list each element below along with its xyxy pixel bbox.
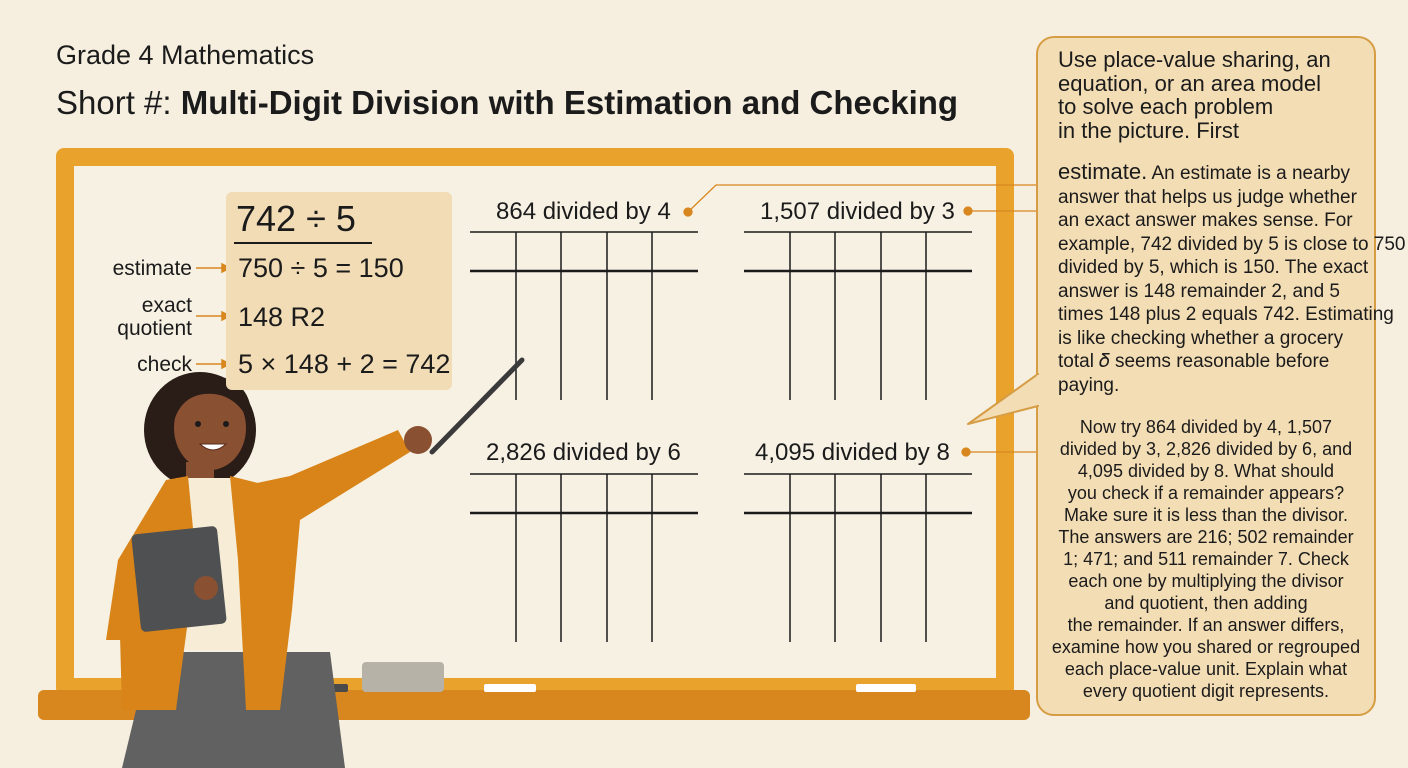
callout-line: examine how you shared or regrouped bbox=[1051, 637, 1361, 657]
callout-line: The answers are 216; 502 remainder bbox=[1058, 527, 1354, 547]
callout-line: 1; 471; and 511 remainder 7. Check bbox=[1063, 549, 1349, 569]
practice-problem-label: 1,507 divided by 3 bbox=[760, 198, 955, 225]
callout-line: Make sure it is less than the divisor. bbox=[1063, 505, 1349, 525]
pointer-stick-icon bbox=[429, 357, 525, 455]
callout-line: 4,095 divided by 8. What should bbox=[1077, 461, 1335, 481]
callout-line: to solve each problem bbox=[1058, 94, 1274, 119]
callout-line: An estimate is a nearby bbox=[1147, 163, 1351, 184]
exact-value: 148 R2 bbox=[238, 302, 326, 332]
callout-line: is like checking whether a grocery bbox=[1058, 327, 1344, 349]
long-division-grid bbox=[744, 231, 972, 400]
callout-line: divided by 3, 2,826 divided by 6, and bbox=[1059, 439, 1353, 459]
callout-line: Use place-value sharing, an bbox=[1058, 47, 1331, 72]
callout-line: each place-value unit. Explain what bbox=[1064, 659, 1348, 679]
check-label: check bbox=[137, 353, 192, 376]
callout-line: in the picture. First bbox=[1058, 117, 1239, 143]
speech-callout bbox=[1036, 36, 1376, 716]
long-division-grid bbox=[744, 473, 972, 642]
callout-line: you check if a remainder appears? bbox=[1067, 483, 1345, 503]
teacher-illustration bbox=[106, 357, 525, 768]
example-problem: 742 ÷ 5 bbox=[236, 198, 356, 239]
course-subtitle: Grade 4 Mathematics bbox=[56, 40, 315, 70]
practice-problem-label: 2,826 divided by 6 bbox=[486, 439, 681, 466]
long-division-grid bbox=[470, 473, 698, 642]
callout-line: equation, or an area model bbox=[1058, 70, 1321, 96]
callout-keyword: estimate. bbox=[1058, 159, 1148, 184]
callout-estimate-paragraph: estimate. An estimate is a nearby answer… bbox=[1058, 160, 1406, 397]
eraser-icon bbox=[362, 662, 444, 692]
title-prefix: Short #: bbox=[56, 84, 181, 121]
estimate-label: estimate bbox=[112, 257, 192, 280]
callout-tail bbox=[967, 373, 1041, 425]
callout-line: the remainder. If an answer differs, bbox=[1067, 615, 1345, 635]
callout-line: each one by multiplying the divisor bbox=[1068, 571, 1344, 591]
callout-line: answer that helps us judge whether bbox=[1058, 186, 1357, 208]
example-underline bbox=[234, 242, 372, 244]
callout-line: every quotient digit represents. bbox=[1082, 681, 1330, 701]
chalk-piece-icon bbox=[484, 684, 536, 692]
exact-label-line: quotient bbox=[117, 317, 192, 340]
check-value: 5 × 148 + 2 = 742 bbox=[238, 349, 451, 379]
practice-problem-label: 4,095 divided by 8 bbox=[755, 439, 950, 466]
callout-line: answer is 148 remainder 2, and 5 bbox=[1058, 280, 1340, 302]
exact-quotient-label: exact quotient bbox=[72, 294, 192, 340]
exact-label-line: exact bbox=[141, 294, 192, 317]
callout-practice-paragraph: Now try 864 divided by 4, 1,507 divided … bbox=[1046, 416, 1366, 702]
callout-line: and quotient, then adding bbox=[1104, 593, 1308, 613]
callout-line: an exact answer makes sense. For bbox=[1058, 210, 1353, 231]
callout-line: paying. bbox=[1058, 374, 1120, 396]
callout-line: times 148 plus 2 equals 742. Estimating bbox=[1058, 304, 1394, 325]
callout-intro: Use place-value sharing, an equation, or… bbox=[1058, 48, 1331, 142]
practice-problem-label: 864 divided by 4 bbox=[496, 198, 671, 225]
book-icon bbox=[131, 526, 227, 632]
worked-example-card bbox=[226, 192, 452, 390]
page-title: Short #: Multi-Digit Division with Estim… bbox=[56, 84, 958, 122]
title-main: Multi-Digit Division with Estimation and… bbox=[180, 84, 959, 121]
long-division-grid bbox=[470, 231, 698, 400]
callout-line: total 𝛿 seems reasonable before bbox=[1058, 351, 1330, 372]
callout-line: example, 742 divided by 5 is close to 75… bbox=[1058, 233, 1406, 255]
chalk-piece-icon bbox=[856, 684, 916, 692]
callout-line: Now try 864 divided by 4, 1,507 bbox=[1079, 417, 1333, 437]
estimate-value: 750 ÷ 5 = 150 bbox=[238, 253, 404, 283]
callout-line: divided by 5, which is 150. The exact bbox=[1058, 257, 1369, 278]
